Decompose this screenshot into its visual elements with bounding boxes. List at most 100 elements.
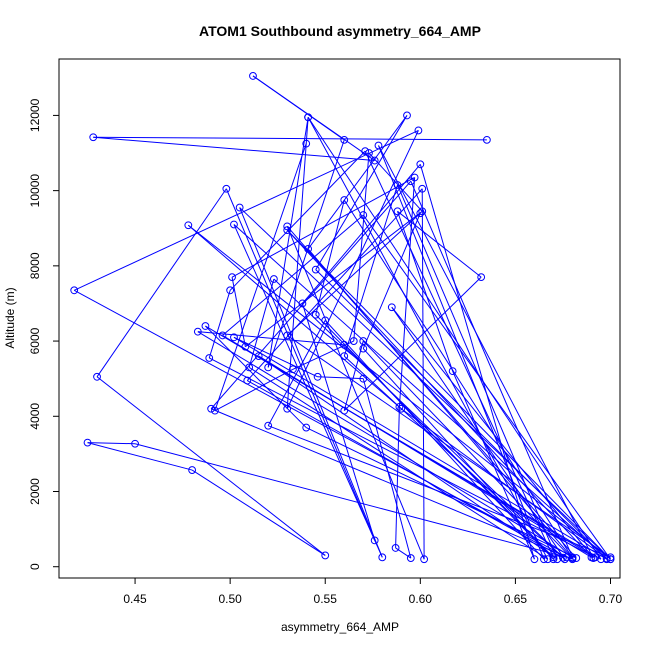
- data-point: [418, 184, 427, 193]
- y-tick-label: 12000: [28, 98, 42, 132]
- data-point: [184, 221, 193, 230]
- data-point: [89, 133, 98, 142]
- data-point: [448, 367, 457, 376]
- series-segment: [362, 378, 412, 559]
- data-point: [93, 372, 101, 381]
- data-point: [83, 438, 92, 447]
- data-point: [370, 536, 379, 545]
- data-point: [245, 363, 254, 372]
- series-segment: [324, 320, 545, 560]
- series-segment: [301, 303, 376, 541]
- series-segment: [197, 331, 345, 346]
- data-point: [374, 141, 383, 150]
- series-segment: [222, 214, 364, 336]
- data-point: [207, 404, 216, 413]
- series-segment: [315, 269, 608, 560]
- data-point: [313, 372, 322, 381]
- data-point: [370, 156, 379, 165]
- series-segment: [286, 226, 425, 560]
- series-segment: [245, 210, 423, 348]
- series-segment: [93, 136, 375, 162]
- data-point: [359, 211, 368, 219]
- series-segment: [247, 380, 564, 559]
- data-point: [70, 286, 79, 295]
- series-segment: [307, 117, 549, 560]
- data-point: [249, 72, 257, 80]
- data-point: [321, 316, 330, 325]
- data-point: [304, 113, 313, 122]
- data-point: [393, 207, 402, 216]
- series-segment: [343, 199, 573, 559]
- series-segment: [96, 188, 227, 378]
- data-point: [230, 333, 238, 342]
- series-segment: [410, 181, 573, 558]
- series-segment: [239, 207, 383, 558]
- series-segment: [191, 469, 326, 556]
- data-point: [549, 555, 558, 564]
- data-point: [387, 303, 396, 312]
- data-point: [340, 196, 349, 204]
- data-point: [602, 555, 611, 564]
- series-segment: [233, 224, 383, 558]
- data-point: [222, 184, 231, 193]
- data-point: [365, 149, 373, 157]
- series-segment: [233, 336, 607, 560]
- series-segment: [315, 199, 345, 315]
- series-segment: [286, 226, 577, 559]
- data-point: [283, 404, 292, 413]
- data-point: [606, 553, 615, 562]
- data-point: [540, 555, 548, 564]
- series-segment: [397, 211, 454, 372]
- data-point: [264, 363, 273, 372]
- data-point: [302, 139, 311, 148]
- data-point: [568, 554, 577, 562]
- series-segment: [246, 188, 423, 381]
- data-point: [283, 226, 292, 235]
- series-segment: [286, 212, 421, 336]
- series-segment: [214, 368, 294, 412]
- data-point: [283, 222, 292, 231]
- x-tick-label: 0.55: [314, 592, 338, 606]
- series-lines: [73, 75, 611, 560]
- data-point: [416, 160, 425, 169]
- series-segment: [252, 75, 345, 141]
- series-segment: [73, 289, 567, 558]
- y-tick-label: 6000: [28, 327, 42, 354]
- series-segment: [395, 406, 400, 548]
- series-segment: [214, 143, 307, 411]
- data-point: [205, 354, 214, 362]
- data-point: [188, 466, 197, 474]
- series-segment: [74, 130, 419, 291]
- series-segment: [93, 136, 487, 141]
- series-segment: [315, 314, 554, 560]
- data-point: [397, 404, 406, 413]
- series-segment: [197, 331, 573, 558]
- x-axis-label: asymmetry_664_AMP: [281, 620, 399, 634]
- data-point: [391, 544, 400, 552]
- series-segment: [343, 184, 398, 357]
- data-point: [349, 337, 358, 345]
- series-segment: [210, 408, 573, 560]
- series-segment: [307, 248, 573, 559]
- series-segment: [187, 224, 402, 410]
- data-point: [562, 553, 571, 562]
- data-point: [597, 555, 605, 564]
- data-point: [340, 340, 349, 349]
- series-segment: [378, 145, 594, 559]
- series-segment: [205, 325, 307, 428]
- series-segment: [286, 229, 611, 560]
- data-point: [559, 553, 567, 562]
- data-point: [311, 265, 320, 274]
- series-segment: [87, 442, 136, 445]
- y-tick-label: 10000: [28, 174, 42, 208]
- series-segment: [96, 376, 326, 556]
- data-point: [211, 406, 219, 415]
- data-point: [403, 111, 411, 120]
- data-point: [269, 275, 278, 283]
- series-segment: [210, 180, 412, 410]
- chart-title: ATOM1 Southbound asymmetry_664_AMP: [199, 23, 481, 39]
- data-point: [340, 406, 349, 415]
- series-segment: [225, 188, 376, 541]
- data-point: [283, 331, 292, 340]
